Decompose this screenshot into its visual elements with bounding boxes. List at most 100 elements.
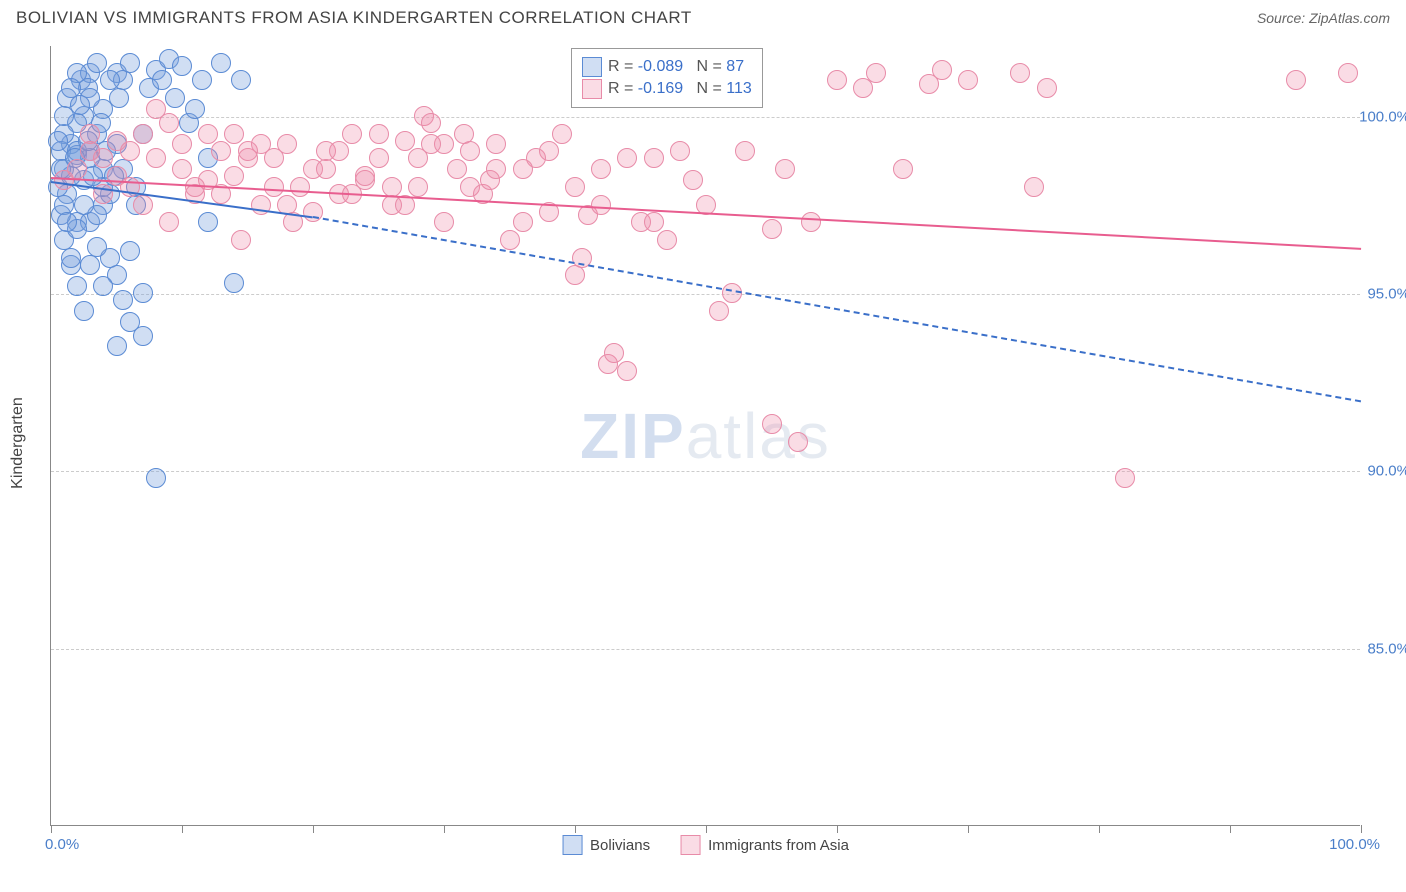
data-point [231,70,251,90]
x-tick [968,825,969,833]
data-point [958,70,978,90]
data-point [1024,177,1044,197]
data-point [93,148,113,168]
data-point [788,432,808,452]
data-point [434,212,454,232]
legend-swatch [680,835,700,855]
data-point [133,326,153,346]
data-point [1115,468,1135,488]
data-point [447,159,467,179]
x-tick [51,825,52,833]
data-point [192,70,212,90]
data-point [500,230,520,250]
data-point [80,124,100,144]
y-axis-title: Kindergarten [9,397,27,489]
data-point [657,230,677,250]
legend-item: Immigrants from Asia [680,835,849,855]
x-tick [837,825,838,833]
data-point [486,134,506,154]
gridline-h [51,117,1360,118]
stats-row: R = -0.089 N = 87 [582,57,752,77]
legend-swatch [582,79,602,99]
x-tick [182,825,183,833]
y-tick-label: 95.0% [1367,286,1406,303]
data-point [775,159,795,179]
data-point [644,148,664,168]
x-tick [575,825,576,833]
legend-label: Bolivians [590,837,650,854]
data-point [395,131,415,151]
data-point [198,124,218,144]
data-point [893,159,913,179]
data-point [565,265,585,285]
stats-text: R = -0.169 N = 113 [608,80,752,98]
data-point [1010,63,1030,83]
stats-legend-box: R = -0.089 N = 87 R = -0.169 N = 113 [571,48,763,108]
data-point [172,134,192,154]
data-point [172,56,192,76]
stats-text: R = -0.089 N = 87 [608,58,744,76]
x-label-right: 100.0% [1329,836,1380,853]
data-point [722,283,742,303]
data-point [120,53,140,73]
data-point [93,276,113,296]
x-tick [1099,825,1100,833]
data-point [67,276,87,296]
data-point [735,141,755,161]
data-point [74,195,94,215]
chart-header: BOLIVIAN VS IMMIGRANTS FROM ASIA KINDERG… [0,0,1406,34]
data-point [329,141,349,161]
data-point [133,283,153,303]
data-point [617,148,637,168]
data-point [120,141,140,161]
data-point [80,255,100,275]
data-point [355,166,375,186]
legend-swatch [582,57,602,77]
gridline-h [51,649,1360,650]
data-point [670,141,690,161]
legend-swatch [562,835,582,855]
data-point [159,212,179,232]
data-point [70,95,90,115]
x-tick [313,825,314,833]
data-point [133,195,153,215]
data-point [460,141,480,161]
data-point [683,170,703,190]
data-point [369,124,389,144]
data-point [565,177,585,197]
data-point [382,177,402,197]
data-point [709,301,729,321]
data-point [113,290,133,310]
data-point [231,230,251,250]
data-point [591,159,611,179]
data-point [224,273,244,293]
data-point [165,88,185,108]
data-point [604,343,624,363]
data-point [421,134,441,154]
data-point [172,159,192,179]
data-point [185,99,205,119]
x-tick [444,825,445,833]
x-tick [706,825,707,833]
data-point [316,159,336,179]
data-point [513,159,533,179]
source-label: Source: ZipAtlas.com [1257,10,1390,26]
data-point [211,53,231,73]
trendline [313,216,1361,402]
data-point [120,241,140,261]
data-point [591,195,611,215]
data-point [107,336,127,356]
chart-container: Kindergarten ZIPatlas 85.0%90.0%95.0%100… [0,34,1406,884]
data-point [617,361,637,381]
x-label-left: 0.0% [45,836,79,853]
data-point [762,414,782,434]
plot-area: ZIPatlas 85.0%90.0%95.0%100.0%0.0%100.0%… [50,46,1360,826]
data-point [513,212,533,232]
gridline-h [51,471,1360,472]
data-point [408,177,428,197]
legend-label: Immigrants from Asia [708,837,849,854]
data-point [1286,70,1306,90]
data-point [264,177,284,197]
data-point [460,177,480,197]
data-point [146,148,166,168]
